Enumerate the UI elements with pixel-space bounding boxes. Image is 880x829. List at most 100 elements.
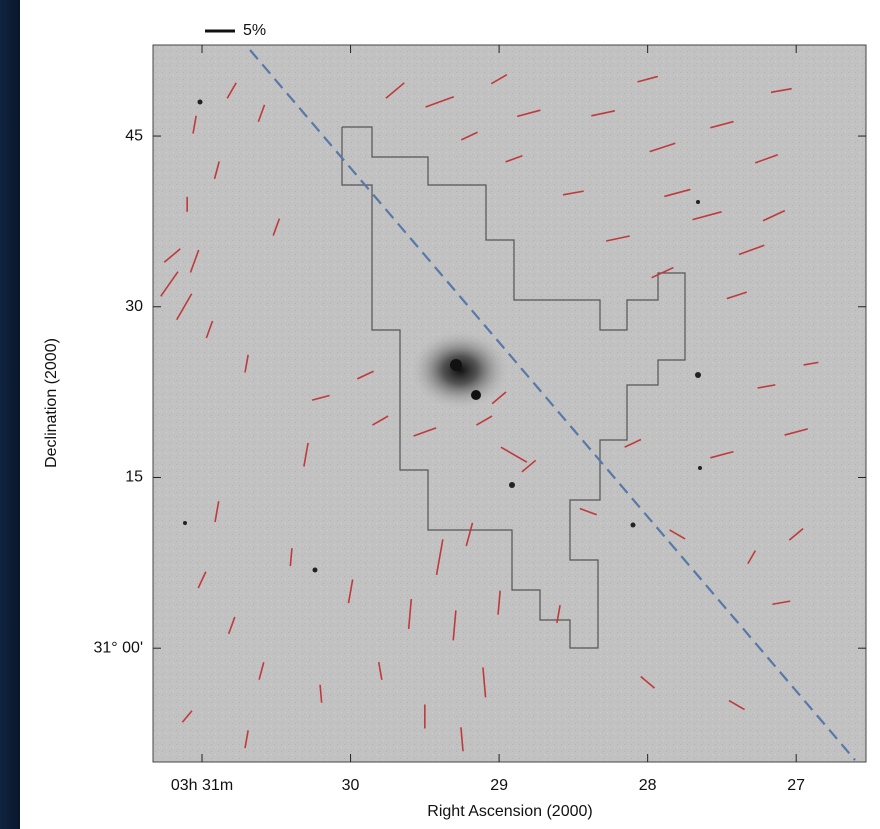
polarization-vector: [651, 266, 674, 279]
contour: [341, 126, 686, 649]
polarization-vector: [476, 415, 493, 426]
polarization-vector: [272, 218, 281, 236]
polarization-vector: [377, 661, 383, 680]
polarization-vector: [319, 684, 323, 703]
polarization-vector: [482, 667, 487, 698]
polarization-vector: [213, 161, 220, 180]
polarization-vector: [710, 450, 734, 459]
polarization-vector: [738, 244, 765, 256]
polarization-vector: [754, 153, 779, 164]
star: [471, 390, 481, 400]
polarization-vector: [372, 415, 389, 426]
polarization-vector: [465, 522, 474, 547]
x-tick-label: 03h 31m: [171, 777, 233, 794]
polarization-vector: [425, 96, 455, 108]
scale-bar-label: 5%: [243, 22, 266, 39]
polarization-vector: [214, 501, 220, 523]
polarization-vector: [500, 446, 528, 463]
star: [183, 521, 187, 525]
polarization-vector: [556, 605, 561, 624]
x-axis-label: Right Ascension (2000): [427, 803, 592, 820]
star: [698, 466, 702, 470]
polarization-vector: [664, 188, 691, 198]
polarization-vector: [356, 370, 374, 380]
polarization-vector: [788, 527, 804, 541]
polarization-vector: [460, 131, 478, 141]
polarization-vector: [762, 209, 786, 222]
vectors: [160, 73, 819, 752]
polarization-vector: [490, 73, 508, 85]
nebula: [410, 330, 510, 410]
polarization-vector: [747, 550, 757, 565]
polarization-vector: [579, 507, 597, 516]
polarization-vector: [227, 616, 236, 635]
star: [450, 359, 462, 371]
polarization-vector: [160, 271, 179, 297]
star: [630, 522, 636, 528]
y-axis-label: Declination (2000): [43, 338, 60, 468]
polarization-vector: [606, 235, 630, 242]
y-tick-label: 30: [125, 298, 143, 315]
polarization-vector: [189, 249, 200, 273]
polarization-vector: [385, 82, 405, 99]
polarization-vector: [669, 529, 686, 540]
polarization-vector: [244, 730, 249, 749]
polarization-vector: [505, 154, 523, 163]
polarization-vector: [624, 438, 642, 448]
polarization-vector: [649, 142, 676, 153]
y-tick-label: 15: [125, 469, 143, 486]
polarization-vector: [640, 675, 656, 689]
polarization-vector: [726, 291, 748, 300]
polarization-vector: [289, 548, 293, 567]
polarization-vector: [772, 600, 791, 606]
polarization-vector: [728, 699, 745, 711]
polarization-vector: [803, 361, 819, 366]
polarization-vector: [460, 727, 464, 752]
polarization-vector: [192, 115, 197, 134]
polarization-vector: [452, 610, 457, 641]
polarization-vector: [692, 211, 722, 221]
polarization-vector: [591, 110, 615, 117]
polarization-vector: [181, 710, 193, 723]
polarization-vector: [770, 87, 792, 94]
polarization-vector: [205, 320, 214, 339]
polarization-vector: [521, 459, 537, 473]
polarization-vector: [413, 427, 437, 437]
x-tick-label: 30: [342, 777, 360, 794]
polarization-vector: [176, 293, 193, 321]
x-tick-label: 28: [639, 777, 657, 794]
star: [509, 482, 515, 488]
polarization-vector: [710, 120, 734, 129]
polarization-vector: [435, 539, 444, 576]
y-tick-label: 45: [125, 127, 143, 144]
polarization-vector: [244, 354, 249, 373]
polarization-vector: [517, 109, 541, 118]
galactic-plane-line: [249, 49, 856, 761]
polarization-vector: [258, 662, 265, 680]
polarization-vector: [407, 599, 413, 630]
polarization-vector: [757, 384, 776, 389]
star: [312, 567, 318, 573]
polarization-vector: [303, 442, 309, 467]
star: [696, 200, 700, 204]
star: [695, 372, 701, 378]
polarization-vector: [163, 248, 181, 263]
x-tick-label: 27: [787, 777, 805, 794]
polarization-vector: [562, 190, 584, 196]
polarization-vector: [491, 391, 507, 405]
star: [197, 99, 203, 105]
polarization-vector: [311, 394, 330, 401]
polarization-vector: [347, 579, 354, 604]
sky-image: [152, 44, 867, 763]
sky-features: [183, 99, 702, 573]
polarization-vector: [637, 75, 658, 83]
x-tick-label: 29: [490, 777, 508, 794]
polarization-vector: [497, 590, 501, 615]
polarization-vector: [197, 571, 207, 589]
polarization-vector: [226, 82, 237, 99]
y-tick-label: 31° 00': [94, 639, 144, 656]
polarization-vector: [257, 104, 266, 123]
polarization-vector: [784, 428, 808, 436]
axes: 03h 31m 30 29 28 27 31° 00' 15 30 45: [94, 45, 866, 794]
